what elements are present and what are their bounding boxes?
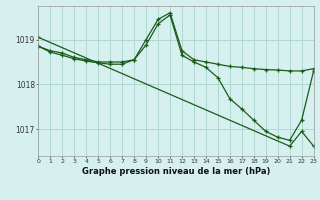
X-axis label: Graphe pression niveau de la mer (hPa): Graphe pression niveau de la mer (hPa) bbox=[82, 167, 270, 176]
